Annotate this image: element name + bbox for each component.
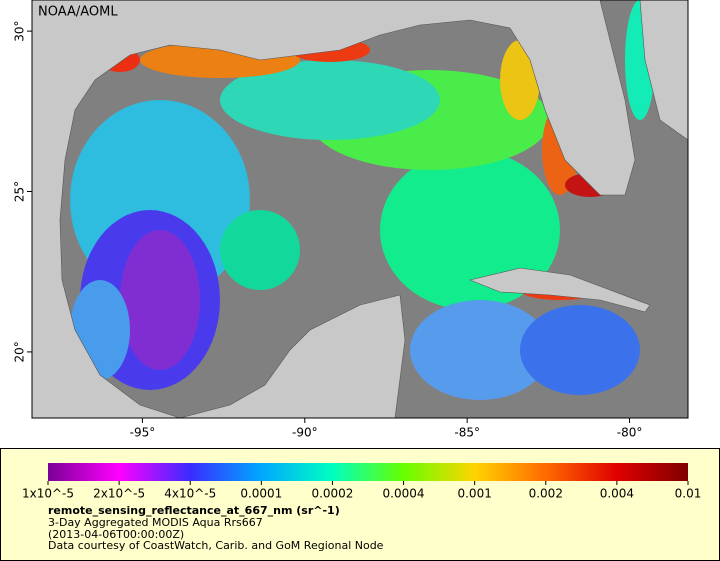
map [32, 0, 688, 418]
x-tick-label: -80° [617, 426, 643, 440]
y-tick-label: 25° [13, 181, 27, 202]
colorbar-tick-label: 0.002 [529, 487, 563, 501]
y-tick-label: 30° [13, 20, 27, 41]
land [32, 0, 688, 418]
colorbar-ticks: 1x10^-5 2x10^-5 4x10^-5 0.0001 0.0002 0.0004 0… [22, 481, 701, 501]
colorbar [48, 463, 688, 481]
map-frame [31, 0, 689, 419]
x-tick-label: -95° [130, 426, 156, 440]
axes: -95° -90° -85° -80° 20° 25° 30° [13, 20, 643, 439]
colorbar-tick-label: 0.004 [600, 487, 634, 501]
legend-line: Data courtesy of CoastWatch, Carib. and … [48, 539, 384, 552]
colorbar-tick-label: 1x10^-5 [22, 487, 74, 501]
colorbar-tick-label: 2x10^-5 [93, 487, 145, 501]
colorbar-tick-label: 0.0004 [383, 487, 425, 501]
colorbar-tick-label: 0.0001 [240, 487, 282, 501]
x-tick-label: -90° [292, 426, 318, 440]
colorbar-tick-label: 4x10^-5 [164, 487, 216, 501]
x-tick-label: -85° [454, 426, 480, 440]
credit: NOAA/AOML [38, 5, 118, 20]
legend-line: 3-Day Aggregated MODIS Aqua Rrs667 [48, 516, 263, 529]
legend-title: remote_sensing_reflectance_at_667_nm (sr… [48, 504, 340, 517]
colorbar-tick-label: 0.001 [457, 487, 491, 501]
y-tick-label: 20° [13, 341, 27, 362]
colorbar-tick-label: 0.0002 [311, 487, 353, 501]
legend-line: (2013-04-06T00:00:00Z) [48, 528, 184, 541]
colorbar-tick-label: 0.01 [675, 487, 702, 501]
